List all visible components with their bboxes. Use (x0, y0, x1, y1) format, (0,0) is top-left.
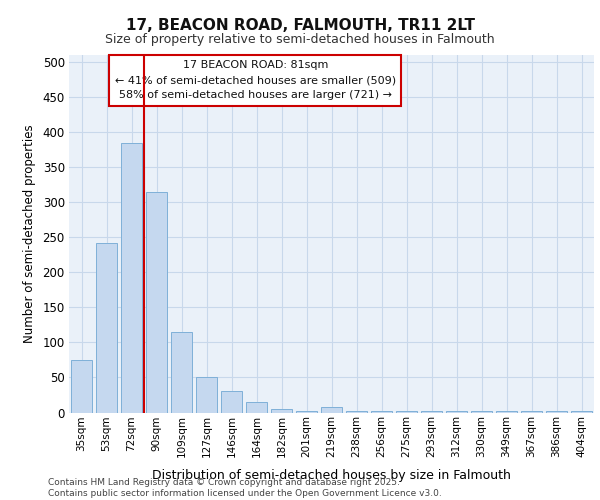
Y-axis label: Number of semi-detached properties: Number of semi-detached properties (23, 124, 35, 343)
Bar (471, 411, 492, 412)
Bar (121, 142, 142, 412)
Bar (271, 409, 292, 412)
Bar (96, 243, 117, 412)
Text: Size of property relative to semi-detached houses in Falmouth: Size of property relative to semi-detach… (105, 32, 495, 46)
Bar (146, 192, 167, 412)
Bar (346, 411, 367, 412)
Bar (196, 378, 217, 412)
Text: Contains HM Land Registry data © Crown copyright and database right 2025.
Contai: Contains HM Land Registry data © Crown c… (48, 478, 442, 498)
Bar (496, 411, 517, 412)
Bar (521, 411, 542, 412)
Bar (221, 392, 242, 412)
Bar (546, 411, 567, 412)
Bar (321, 407, 342, 412)
Bar (246, 402, 267, 412)
Bar (446, 411, 467, 412)
Bar (296, 411, 317, 412)
Text: 17 BEACON ROAD: 81sqm
← 41% of semi-detached houses are smaller (509)
58% of sem: 17 BEACON ROAD: 81sqm ← 41% of semi-deta… (115, 60, 396, 100)
Text: 17, BEACON ROAD, FALMOUTH, TR11 2LT: 17, BEACON ROAD, FALMOUTH, TR11 2LT (125, 18, 475, 32)
Bar (421, 411, 442, 412)
Bar (71, 360, 92, 412)
Bar (571, 411, 592, 412)
X-axis label: Distribution of semi-detached houses by size in Falmouth: Distribution of semi-detached houses by … (152, 468, 511, 481)
Bar (396, 411, 417, 412)
Bar (371, 411, 392, 412)
Bar (171, 332, 192, 412)
